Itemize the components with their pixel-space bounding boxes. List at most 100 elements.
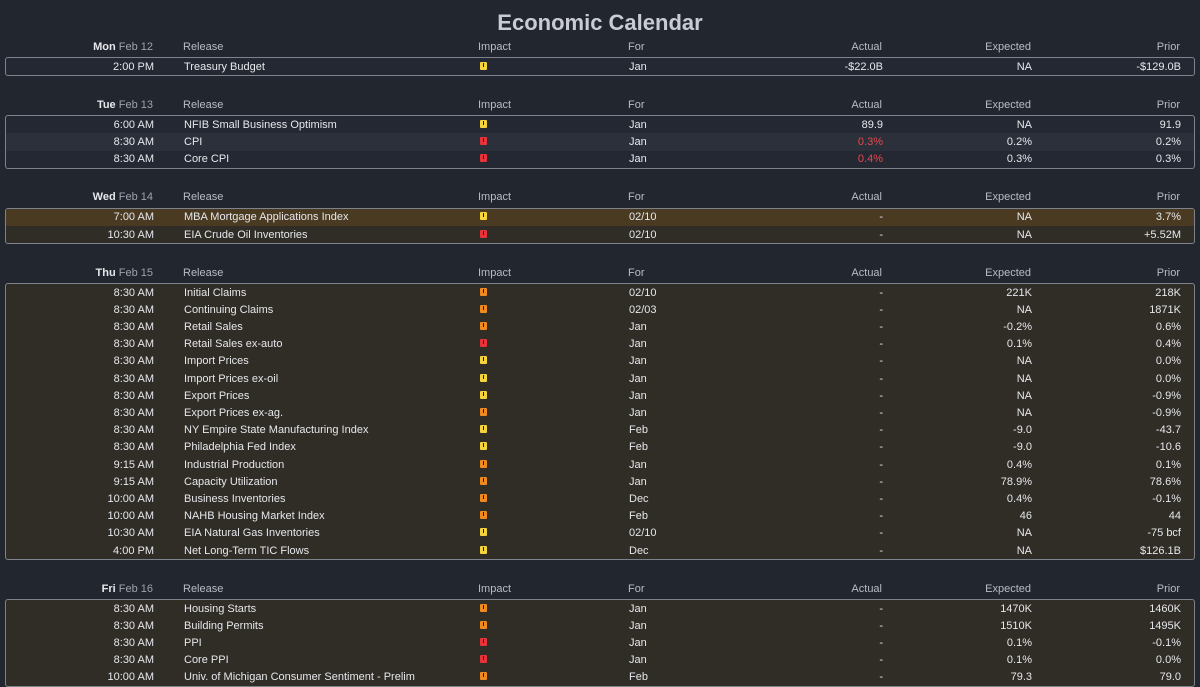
event-impact [479, 136, 629, 148]
event-period: Jan [629, 321, 647, 334]
event-time: 8:30 AM [113, 372, 154, 385]
event-impact [479, 153, 629, 165]
event-time: 8:30 AM [113, 424, 154, 437]
event-row[interactable]: 2:00 PM Treasury Budget Jan -$22.0B NA -$129.… [6, 58, 1194, 75]
event-row[interactable]: 8:30 AM NY Empire State Manufacturing Ind… [6, 422, 1194, 439]
event-actual: - [879, 544, 883, 557]
column-header-prior: Prior [1156, 266, 1180, 279]
column-header-impact: Impact [478, 40, 512, 53]
day-section: Tue Feb 13 Release Impact For Actual Expected… [0, 94, 1200, 169]
event-impact [479, 211, 629, 223]
event-time: 10:00 AM [107, 492, 154, 505]
event-period: Jan [629, 389, 647, 402]
event-impact [479, 373, 629, 385]
event-impact [479, 287, 629, 299]
event-row[interactable]: 8:30 AM Continuing Claims 02/03 - NA 1871K [6, 301, 1194, 318]
event-row[interactable]: 8:30 AM Initial Claims 02/10 - 221K 218K [6, 284, 1194, 301]
impact-medium-icon [480, 672, 487, 681]
event-prior: 78.6% [1149, 475, 1181, 488]
event-row[interactable]: 8:30 AM Core CPI Jan 0.4% 0.3% 0.3% [6, 151, 1194, 168]
event-expected: NA [1016, 355, 1032, 368]
event-release: Building Permits [184, 619, 264, 632]
event-period: Feb [629, 510, 648, 523]
event-row[interactable]: 9:15 AM Industrial Production Jan - 0.4% 0.1% [6, 456, 1194, 473]
event-row[interactable]: 8:30 AM Housing Starts Jan - 1470K 1460K [6, 600, 1194, 617]
event-row[interactable]: 8:30 AM Retail Sales ex-auto Jan - 0.1% 0.4% [6, 336, 1194, 353]
event-prior: 0.4% [1155, 338, 1181, 351]
event-row[interactable]: 8:30 AM Export Prices Jan - NA -0.9% [6, 387, 1194, 404]
event-row[interactable]: 8:30 AM Philadelphia Fed Index Feb - -9.0 -10… [6, 439, 1194, 456]
event-actual: - [879, 619, 883, 632]
event-time: 8:30 AM [113, 338, 154, 351]
event-period: 02/10 [629, 527, 657, 540]
event-row[interactable]: 7:00 AM MBA Mortgage Applications Index 02… [6, 208, 1194, 226]
event-release: Business Inventories [184, 492, 286, 505]
event-row[interactable]: 10:00 AM NAHB Housing Market Index Feb - 46 4… [6, 508, 1194, 525]
event-prior: 0.0% [1155, 355, 1181, 368]
event-actual: - [879, 303, 883, 316]
event-expected: NA [1016, 389, 1032, 402]
event-row[interactable]: 8:30 AM Retail Sales Jan - -0.2% 0.6% [6, 319, 1194, 336]
event-row[interactable]: 4:00 PM Net Long-Term TIC Flows Dec - NA $126… [6, 542, 1194, 559]
event-row[interactable]: 10:30 AM EIA Natural Gas Inventories 02/10… [6, 525, 1194, 542]
column-header-impact: Impact [478, 98, 512, 111]
event-row[interactable]: 8:30 AM Core PPI Jan - 0.1% 0.0% [6, 652, 1194, 669]
impact-low-icon [480, 425, 487, 434]
day-events-table: 2:00 PM Treasury Budget Jan -$22.0B NA -$129.… [5, 57, 1195, 77]
column-header-for: For [628, 40, 645, 53]
day-label: Wed Feb 14 [0, 191, 153, 203]
event-prior: 0.3% [1155, 153, 1181, 166]
event-time: 9:15 AM [113, 475, 154, 488]
event-row[interactable]: 8:30 AM Building Permits Jan - 1510K 1495K [6, 617, 1194, 634]
calendar-days: Mon Feb 12 Release Impact For Actual Expected… [0, 36, 1200, 687]
event-prior: 3.7% [1155, 211, 1181, 224]
day-label: Tue Feb 13 [0, 99, 153, 111]
event-expected: NA [1016, 544, 1032, 557]
event-row[interactable]: 8:30 AM Import Prices Jan - NA 0.0% [6, 353, 1194, 370]
event-expected: 79.3 [1010, 671, 1032, 684]
event-actual: - [879, 286, 883, 299]
event-row[interactable]: 9:15 AM Capacity Utilization Jan - 78.9% 78.6… [6, 473, 1194, 490]
event-expected: 0.2% [1006, 135, 1032, 148]
event-row[interactable]: 8:30 AM Import Prices ex-oil Jan - NA 0.0% [6, 370, 1194, 387]
event-prior: -43.7 [1155, 424, 1181, 437]
event-row[interactable]: 10:30 AM EIA Crude Oil Inventories 02/10 - N… [6, 226, 1194, 243]
event-row[interactable]: 10:00 AM Univ. of Michigan Consumer Senti… [6, 669, 1194, 686]
column-header-expected: Expected [985, 582, 1031, 595]
impact-medium-icon [480, 322, 487, 331]
event-release: Continuing Claims [184, 303, 274, 316]
event-period: Jan [629, 372, 647, 385]
event-release: Retail Sales ex-auto [184, 338, 283, 351]
event-expected: NA [1016, 407, 1032, 420]
event-impact [479, 321, 629, 333]
column-header-impact: Impact [478, 582, 512, 595]
event-row[interactable]: 8:30 AM CPI Jan 0.3% 0.2% 0.2% [6, 133, 1194, 151]
event-impact [479, 119, 629, 131]
event-period: 02/10 [629, 211, 657, 224]
event-time: 8:30 AM [113, 441, 154, 454]
event-expected: -0.2% [1003, 321, 1032, 334]
event-time: 8:30 AM [113, 135, 154, 148]
event-row[interactable]: 8:30 AM PPI Jan -0.1% -0.1% [6, 635, 1194, 652]
event-expected: -9.0 [1013, 441, 1032, 454]
column-header-actual: Actual [851, 266, 882, 279]
event-period: Jan [629, 458, 647, 471]
event-period: Jan [629, 355, 647, 368]
event-prior: -0.9% [1152, 407, 1181, 420]
impact-low-icon [480, 528, 487, 537]
event-row[interactable]: 6:00 AM NFIB Small Business Optimism Jan 89… [6, 116, 1194, 133]
day-name: Tue [96, 98, 116, 111]
day-header-row: Fri Feb 16 Release Impact For Actual Expected… [0, 578, 1200, 599]
event-actual: - [879, 355, 883, 368]
event-period: Jan [629, 338, 647, 351]
event-row[interactable]: 10:00 AM Business Inventories Dec - 0.4% -0.1… [6, 490, 1194, 507]
event-period: Feb [629, 671, 648, 684]
column-header-for: For [628, 266, 645, 279]
event-impact [479, 671, 629, 683]
event-actual: -$22.0B [844, 60, 883, 73]
column-header-prior: Prior [1156, 582, 1180, 595]
event-expected: NA [1016, 372, 1032, 385]
event-actual: - [879, 211, 883, 224]
event-row[interactable]: 8:30 AM Export Prices ex-ag. Jan - NA -0.9% [6, 404, 1194, 421]
event-impact [479, 424, 629, 436]
